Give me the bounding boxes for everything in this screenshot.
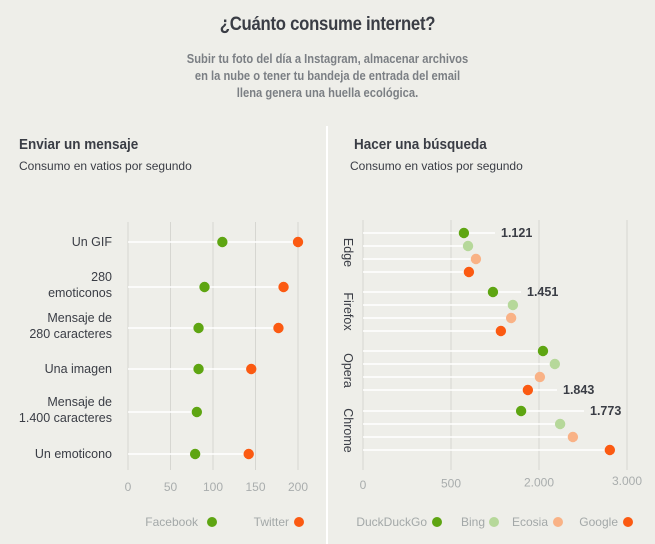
data-point-google xyxy=(522,384,534,396)
category-label: 280 caracteres xyxy=(29,327,112,341)
x-tick-label: 0 xyxy=(125,480,132,494)
data-point-ecosia xyxy=(534,371,546,383)
legend-label: DuckDuckGo xyxy=(356,515,427,529)
data-point-twitter xyxy=(273,322,284,334)
annotation-label: 1.121 xyxy=(501,226,532,240)
category-label: 280 xyxy=(91,270,112,284)
data-point-facebook xyxy=(189,448,201,460)
x-tick-label: 100 xyxy=(203,480,223,494)
x-tick-label: 2.000 xyxy=(524,475,554,489)
data-point-google xyxy=(604,444,616,456)
legend-dot-duckduckgo xyxy=(432,517,442,527)
message-chart-title: Enviar un mensaje xyxy=(19,136,139,153)
search-chart-title: Hacer una búsqueda xyxy=(354,136,487,153)
category-label: Un emoticono xyxy=(35,447,112,461)
data-point-duckduckgo xyxy=(515,405,527,417)
legend-dot-twitter xyxy=(294,517,304,527)
subtitle-line: llena genera una huella ecológica. xyxy=(236,85,419,100)
group-label-edge: Edge xyxy=(341,238,355,267)
data-point-twitter xyxy=(278,281,289,293)
page-subtitle: Subir tu foto del día a Instagram, almac… xyxy=(46,50,609,101)
data-point-facebook xyxy=(193,363,204,375)
subtitle-line: en la nube o tener tu bandeja de entrada… xyxy=(194,68,461,83)
x-tick-label: 0 xyxy=(360,478,367,492)
category-label: Una imagen xyxy=(45,362,112,376)
message-chart: 0 50 100 150 200 Un GIF 280 emoticonos Mensaje d… xyxy=(19,222,308,529)
legend-label: Ecosia xyxy=(512,515,548,529)
data-point-bing xyxy=(554,418,566,430)
message-chart-subtitle: Consumo en vatios por segundo xyxy=(19,159,192,173)
legend-dot-google xyxy=(623,517,633,527)
legend-dot-ecosia xyxy=(553,517,563,527)
legend-label: Bing xyxy=(461,515,485,529)
category-label: Un GIF xyxy=(72,235,113,249)
group-label-firefox: Firefox xyxy=(341,292,355,331)
data-point-bing xyxy=(549,358,561,370)
data-point-duckduckgo xyxy=(537,345,549,357)
data-point-twitter xyxy=(246,363,257,375)
data-point-ecosia xyxy=(470,253,482,265)
data-point-ecosia xyxy=(567,431,579,443)
annotation-label: 1.773 xyxy=(590,404,621,418)
page-title: ¿Cuánto consume internet? xyxy=(219,14,436,35)
data-point-google xyxy=(495,325,507,337)
group-label-chrome: Chrome xyxy=(341,408,355,453)
panel-divider xyxy=(326,126,328,544)
x-tick-label: 150 xyxy=(245,480,265,494)
legend-label: Twitter xyxy=(254,515,289,529)
data-point-bing xyxy=(462,240,474,252)
data-point-facebook xyxy=(199,281,210,293)
x-tick-label: 200 xyxy=(288,480,308,494)
annotation-label: 1.451 xyxy=(527,285,558,299)
data-point-duckduckgo xyxy=(487,286,499,298)
category-label: emoticonos xyxy=(48,286,112,300)
group-label-opera: Opera xyxy=(341,353,355,388)
data-point-ecosia xyxy=(505,312,517,324)
data-point-facebook xyxy=(191,406,203,418)
category-label: 1.400 caracteres xyxy=(19,411,112,425)
x-tick-label: 50 xyxy=(164,480,178,494)
data-point-facebook xyxy=(217,236,228,248)
category-label: Mensaje de xyxy=(47,311,112,325)
x-tick-label: 3.000 xyxy=(612,474,642,488)
data-point-twitter xyxy=(243,448,254,460)
data-point-bing xyxy=(507,299,519,311)
category-label: Mensaje de xyxy=(47,395,112,409)
data-point-twitter xyxy=(292,236,304,248)
data-point-facebook xyxy=(193,322,204,334)
legend-label: Facebook xyxy=(145,515,199,529)
data-point-google xyxy=(463,266,475,278)
subtitle-line: Subir tu foto del día a Instagram, almac… xyxy=(186,51,469,66)
x-tick-label: 500 xyxy=(441,477,461,491)
legend-label: Google xyxy=(579,515,618,529)
search-chart-subtitle: Consumo en vatios por segundo xyxy=(350,159,523,173)
legend-dot-bing xyxy=(489,517,499,527)
legend-dot-facebook xyxy=(207,517,217,527)
data-point-duckduckgo xyxy=(458,227,470,239)
annotation-label: 1.843 xyxy=(563,383,594,397)
